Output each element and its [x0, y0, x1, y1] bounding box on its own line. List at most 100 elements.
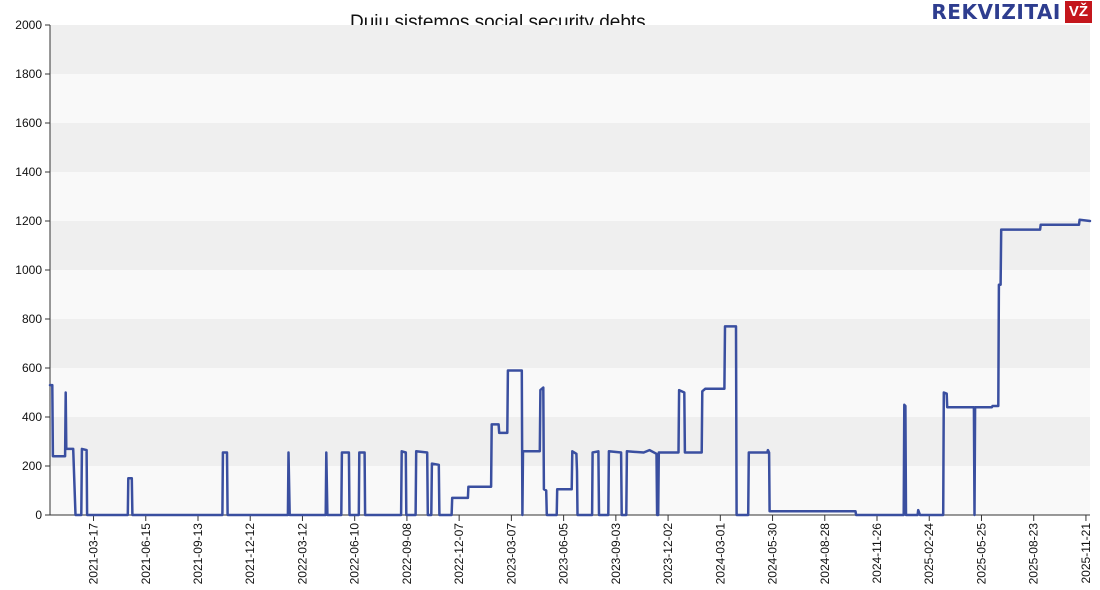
data-point — [431, 462, 433, 465]
data-point — [490, 486, 492, 488]
data-point — [1089, 220, 1091, 222]
data-point — [127, 477, 130, 480]
data-point — [438, 514, 441, 516]
data-point — [768, 451, 770, 454]
data-point — [575, 452, 578, 455]
data-point — [700, 451, 703, 454]
x-tick-label: 2023-09-03 — [609, 523, 623, 585]
data-point — [506, 432, 509, 434]
y-tick-label: 1800 — [15, 67, 42, 81]
data-point — [490, 423, 493, 426]
grid-band — [50, 123, 1090, 172]
data-point — [438, 463, 440, 466]
data-point — [357, 514, 360, 516]
data-point — [405, 514, 408, 516]
data-point — [576, 514, 579, 516]
data-point — [555, 514, 558, 516]
data-point — [64, 391, 67, 394]
data-point — [591, 451, 594, 454]
y-tick-label: 400 — [22, 410, 42, 424]
data-point — [450, 514, 453, 516]
data-point — [404, 451, 407, 454]
x-tick-label: 2022-03-12 — [295, 523, 309, 585]
x-tick-label: 2024-03-01 — [713, 523, 727, 585]
data-point — [400, 514, 402, 516]
data-point — [998, 283, 1000, 286]
data-point — [747, 514, 749, 516]
data-point — [991, 406, 993, 409]
data-point — [222, 451, 224, 454]
data-point — [655, 452, 658, 455]
data-point — [704, 388, 707, 390]
y-tick-label: 1400 — [15, 165, 42, 179]
data-point — [65, 448, 68, 450]
grid-band — [50, 417, 1090, 466]
data-point — [735, 325, 737, 328]
data-point — [467, 497, 469, 499]
data-point — [507, 369, 509, 372]
data-point — [767, 449, 769, 451]
data-point — [620, 451, 622, 454]
data-point — [607, 514, 610, 516]
data-point — [855, 514, 857, 516]
data-point — [597, 450, 600, 453]
data-point — [945, 392, 948, 395]
brand-logo[interactable]: REKVIZITAI VŽ — [931, 0, 1092, 24]
data-point — [85, 449, 88, 451]
data-point — [521, 369, 523, 372]
data-point — [678, 389, 680, 391]
y-tick-label: 600 — [22, 361, 42, 375]
data-point — [226, 514, 229, 516]
y-tick-label: 1600 — [15, 116, 42, 130]
x-tick-label: 2022-12-07 — [452, 523, 466, 585]
data-point — [226, 451, 228, 454]
data-point — [974, 406, 976, 409]
data-point — [522, 450, 524, 453]
data-point — [341, 451, 343, 454]
data-point — [904, 405, 907, 407]
x-tick-label: 2021-12-12 — [243, 523, 257, 585]
data-point — [131, 514, 134, 516]
y-tick-label: 2000 — [15, 18, 42, 32]
data-point — [657, 451, 660, 454]
data-point — [556, 488, 559, 491]
data-point — [916, 514, 919, 516]
data-point — [701, 390, 704, 393]
data-point — [648, 449, 651, 451]
data-point — [415, 450, 418, 453]
x-tick-label: 2024-08-28 — [818, 523, 832, 585]
x-tick-label: 2025-02-24 — [922, 523, 936, 585]
data-point — [49, 384, 51, 386]
data-point — [358, 451, 361, 454]
brand-badge: VŽ — [1064, 1, 1092, 23]
data-point — [287, 451, 290, 454]
data-point — [768, 510, 771, 513]
data-point — [723, 388, 726, 390]
data-point — [997, 405, 1000, 407]
data-point — [326, 514, 329, 516]
x-tick-label: 2024-05-30 — [766, 523, 780, 585]
x-tick-label: 2025-11-21 — [1079, 523, 1093, 584]
data-point — [942, 514, 944, 516]
x-tick-label: 2025-08-23 — [1027, 523, 1041, 585]
data-point — [364, 514, 366, 516]
data-point — [426, 451, 429, 454]
x-tick-label: 2025-05-25 — [974, 523, 988, 585]
data-point — [991, 405, 994, 407]
data-point — [542, 386, 545, 389]
data-point — [724, 325, 726, 328]
data-point — [545, 489, 548, 492]
data-point — [72, 448, 75, 450]
data-point — [683, 391, 686, 394]
y-tick-label: 1000 — [15, 263, 42, 277]
data-point — [414, 514, 417, 516]
data-point — [735, 514, 738, 516]
data-point — [854, 510, 857, 513]
data-point — [917, 509, 920, 511]
data-point — [942, 391, 945, 394]
x-tick-label: 2024-11-26 — [870, 523, 884, 584]
x-tick-label: 2021-03-17 — [87, 523, 101, 585]
x-tick-label: 2023-06-05 — [557, 523, 571, 585]
data-point — [521, 514, 524, 516]
